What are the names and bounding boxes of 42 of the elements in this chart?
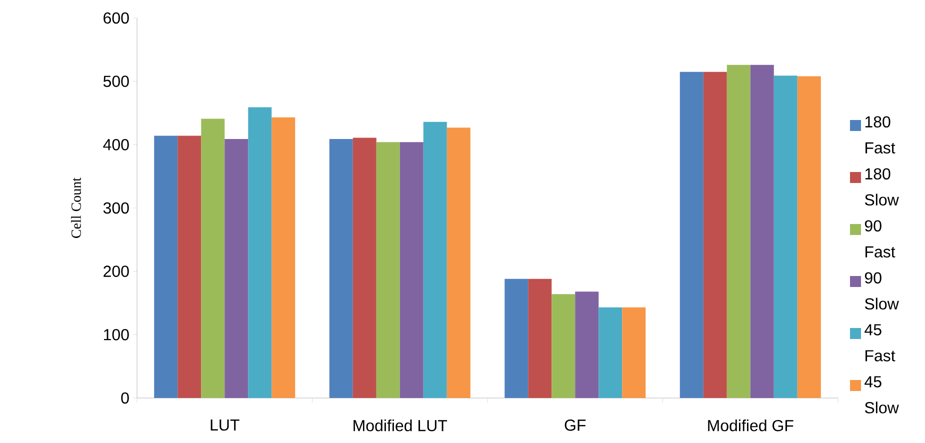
bar xyxy=(201,118,225,398)
y-tick-label: 500 xyxy=(103,76,129,87)
y-tick-label: 400 xyxy=(103,139,129,150)
bar xyxy=(575,292,599,398)
y-axis-title: Cell Count xyxy=(71,178,81,238)
x-tick-label: Modified GF xyxy=(708,420,794,432)
bar xyxy=(680,72,704,398)
bar xyxy=(423,122,447,398)
bar xyxy=(272,117,296,398)
x-tick-label: LUT xyxy=(210,420,240,431)
bar xyxy=(376,142,400,398)
bar xyxy=(622,307,646,398)
bar xyxy=(598,307,622,398)
bar xyxy=(224,138,248,398)
bar xyxy=(248,107,272,398)
bar xyxy=(178,136,202,398)
bar xyxy=(352,138,376,398)
bar xyxy=(552,294,576,398)
y-tick-label: 100 xyxy=(104,329,129,340)
bar xyxy=(750,64,774,398)
legend-label: 45 Slow xyxy=(864,376,899,414)
bar xyxy=(154,136,178,398)
legend-label: 180 Slow xyxy=(864,168,899,206)
legend-label: 180 Fast xyxy=(865,116,896,154)
y-tick-label: 300 xyxy=(103,202,129,214)
y-tick-label: 0 xyxy=(121,392,129,404)
bar xyxy=(400,142,424,398)
y-tick-label: 600 xyxy=(104,12,129,24)
bar xyxy=(726,64,750,398)
bar xyxy=(797,76,821,398)
bar xyxy=(504,278,528,398)
legend-label: 90 Slow xyxy=(864,272,899,310)
legend-label: 45 Fast xyxy=(864,324,896,362)
bar xyxy=(329,138,353,398)
legend-label: 90 Fast xyxy=(864,220,896,258)
bar xyxy=(703,72,727,398)
bar xyxy=(446,128,470,398)
x-tick-label: Modified LUT xyxy=(354,420,448,432)
x-tick-label: GF xyxy=(564,420,586,431)
y-tick-label: 200 xyxy=(104,266,129,277)
bar xyxy=(528,278,552,398)
bar xyxy=(774,76,798,398)
